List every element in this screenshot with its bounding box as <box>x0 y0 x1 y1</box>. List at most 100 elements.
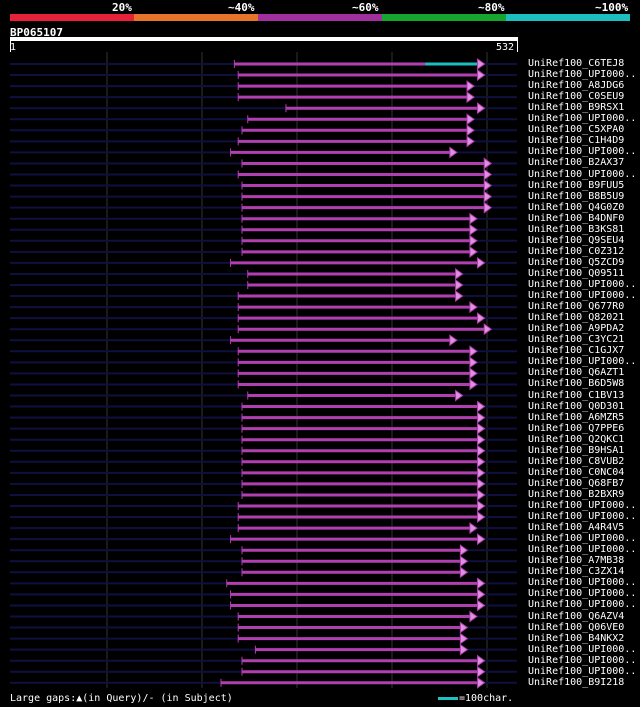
hit-label[interactable]: UniRef100_UPI000.. <box>528 113 637 125</box>
hit-row[interactable] <box>10 621 517 634</box>
hit-row[interactable] <box>10 91 517 104</box>
hit-row[interactable] <box>10 544 517 557</box>
hit-label[interactable]: UniRef100_A7MB38 <box>528 555 625 567</box>
hit-row[interactable] <box>10 279 517 291</box>
hit-label[interactable]: UniRef100_UPI000.. <box>528 654 637 666</box>
hit-label[interactable]: UniRef100_UPI000.. <box>528 69 637 81</box>
hit-row[interactable] <box>10 312 517 325</box>
hit-row[interactable] <box>10 135 517 148</box>
hit-row[interactable] <box>10 190 517 203</box>
hit-row[interactable] <box>10 212 517 225</box>
hit-label[interactable]: UniRef100_C3YC21 <box>528 334 625 346</box>
hit-row[interactable] <box>10 223 517 236</box>
hit-row[interactable] <box>10 201 517 214</box>
hit-row[interactable] <box>10 367 517 380</box>
hit-row[interactable] <box>10 610 517 623</box>
hit-row[interactable] <box>10 676 517 689</box>
hit-label[interactable]: UniRef100_Q677R0 <box>528 301 625 313</box>
hit-label[interactable]: UniRef100_B6D5W8 <box>528 378 625 390</box>
hit-row[interactable] <box>10 356 517 369</box>
hit-row[interactable] <box>10 577 517 590</box>
hit-row[interactable] <box>10 146 517 159</box>
hit-label[interactable]: UniRef100_C0SEU9 <box>528 91 625 103</box>
hit-row[interactable] <box>10 455 517 468</box>
hit-row[interactable] <box>10 444 517 457</box>
hit-label[interactable]: UniRef100_A9PDA2 <box>528 323 625 335</box>
hit-row[interactable] <box>10 400 517 413</box>
hit-row[interactable] <box>10 500 517 512</box>
hit-label[interactable]: UniRef100_C1H4D9 <box>528 135 625 147</box>
hit-label[interactable]: UniRef100_UPI000.. <box>528 544 637 556</box>
hit-label[interactable]: UniRef100_B3KS81 <box>528 223 625 235</box>
hit-label[interactable]: UniRef100_B8B5U9 <box>528 190 625 202</box>
hit-row[interactable] <box>10 179 517 192</box>
hit-row[interactable] <box>10 566 517 579</box>
hit-label[interactable]: UniRef100_Q4G0Z0 <box>528 201 625 213</box>
hit-row[interactable] <box>10 389 517 402</box>
hit-label[interactable]: UniRef100_UPI000.. <box>528 588 637 600</box>
hit-label[interactable]: UniRef100_C5XPA0 <box>528 124 625 136</box>
hit-label[interactable]: UniRef100_UPI000.. <box>528 533 637 545</box>
hit-label[interactable]: UniRef100_B4DNF0 <box>528 212 625 224</box>
hit-row[interactable] <box>10 323 517 336</box>
hit-label[interactable]: UniRef100_Q0D301 <box>528 400 625 412</box>
hit-row[interactable] <box>10 334 517 347</box>
hit-row[interactable] <box>10 290 517 303</box>
hit-label[interactable]: UniRef100_Q7PPE6 <box>528 422 625 434</box>
hit-label[interactable]: UniRef100_Q6AZT1 <box>528 367 625 379</box>
hit-label[interactable]: UniRef100_B2AX37 <box>528 157 625 169</box>
hit-row[interactable] <box>10 511 517 524</box>
hit-row[interactable] <box>10 411 517 424</box>
hit-row[interactable] <box>10 102 517 115</box>
hit-label[interactable]: UniRef100_B2BXR9 <box>528 488 625 500</box>
hit-row[interactable] <box>10 632 517 645</box>
hit-label[interactable]: UniRef100_UPI000.. <box>528 168 637 180</box>
hit-label[interactable]: UniRef100_Q09511 <box>528 267 625 279</box>
hit-label[interactable]: UniRef100_C8VUB2 <box>528 455 625 467</box>
hit-label[interactable]: UniRef100_C1GJX7 <box>528 345 625 357</box>
hit-label[interactable]: UniRef100_Q06VE0 <box>528 621 625 633</box>
hit-row[interactable] <box>10 69 517 82</box>
hit-row[interactable] <box>10 466 517 479</box>
hit-label[interactable]: UniRef100_B9I218 <box>528 676 625 688</box>
hit-row[interactable] <box>10 665 517 678</box>
hit-label[interactable]: UniRef100_UPI000.. <box>528 290 637 302</box>
hit-label[interactable]: UniRef100_A4R4V5 <box>528 522 625 534</box>
hit-label[interactable]: UniRef100_Q5ZCD9 <box>528 256 625 268</box>
hit-row[interactable] <box>10 345 517 358</box>
hit-label[interactable]: UniRef100_Q9SEU4 <box>528 234 625 246</box>
hit-row[interactable] <box>10 588 517 601</box>
hit-row[interactable] <box>10 157 517 170</box>
hit-row[interactable] <box>10 245 517 258</box>
hit-row[interactable] <box>10 256 517 269</box>
hit-label[interactable]: UniRef100_Q68FB7 <box>528 477 625 489</box>
hit-row[interactable] <box>10 378 517 391</box>
hit-label[interactable]: UniRef100_UPI000.. <box>528 279 637 290</box>
hit-label[interactable]: UniRef100_C6TEJ8 <box>528 58 625 69</box>
hit-row[interactable] <box>10 533 517 546</box>
hit-label[interactable]: UniRef100_Q6AZV4 <box>528 610 625 622</box>
hit-label[interactable]: UniRef100_C1BV13 <box>528 389 625 401</box>
hit-label[interactable]: UniRef100_UPI000.. <box>528 643 637 655</box>
hit-row[interactable] <box>10 555 517 568</box>
hit-label[interactable]: UniRef100_B4NKX2 <box>528 632 625 644</box>
hit-row[interactable] <box>10 488 517 501</box>
hit-row[interactable] <box>10 168 517 181</box>
hit-row[interactable] <box>10 58 517 70</box>
hit-label[interactable]: UniRef100_UPI000.. <box>528 511 637 523</box>
hit-label[interactable]: UniRef100_Q82021 <box>528 312 625 324</box>
hit-label[interactable]: UniRef100_B9RSX1 <box>528 102 625 114</box>
hit-row[interactable] <box>10 477 517 490</box>
hit-label[interactable]: UniRef100_UPI000.. <box>528 500 637 511</box>
hit-label[interactable]: UniRef100_B9FUU5 <box>528 179 625 191</box>
hit-row[interactable] <box>10 301 517 314</box>
hit-label[interactable]: UniRef100_A8JDG6 <box>528 80 625 92</box>
hit-label[interactable]: UniRef100_B9HSA1 <box>528 444 625 456</box>
hit-row[interactable] <box>10 267 517 280</box>
hit-row[interactable] <box>10 234 517 247</box>
hit-row[interactable] <box>10 80 517 93</box>
hit-row[interactable] <box>10 599 517 612</box>
hit-label[interactable]: UniRef100_UPI000.. <box>528 146 637 158</box>
hit-label[interactable]: UniRef100_C0NC04 <box>528 466 625 478</box>
hit-label[interactable]: UniRef100_C3ZX14 <box>528 566 625 578</box>
